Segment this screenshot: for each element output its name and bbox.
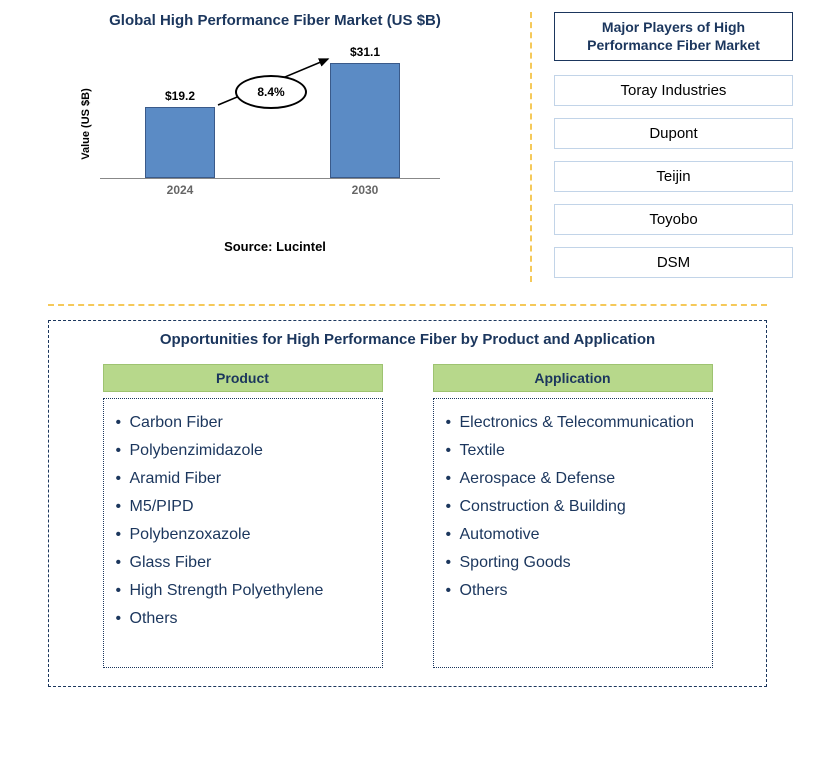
list-item: Aramid Fiber: [116, 465, 372, 493]
list-item: Construction & Building: [446, 493, 702, 521]
player-item: Dupont: [554, 118, 793, 149]
plot-area: 8.4% $19.22024$31.12030: [100, 49, 440, 179]
bar-value-label: $19.2: [145, 89, 215, 103]
product-column: Product Carbon FiberPolybenzimidazoleAra…: [103, 364, 383, 668]
x-tick-label: 2030: [330, 183, 400, 197]
players-panel: Major Players of High Performance Fiber …: [532, 0, 815, 300]
bar: [145, 107, 215, 178]
application-column: Application Electronics & Telecommunicat…: [433, 364, 713, 668]
bar-value-label: $31.1: [330, 45, 400, 59]
application-list: Electronics & TelecommunicationTextileAe…: [446, 409, 702, 605]
opportunities-title: Opportunities for High Performance Fiber…: [59, 331, 756, 348]
chart-section: Global High Performance Fiber Market (US…: [0, 0, 530, 300]
list-item: M5/PIPD: [116, 493, 372, 521]
application-list-box: Electronics & TelecommunicationTextileAe…: [433, 398, 713, 668]
list-item: Glass Fiber: [116, 549, 372, 577]
product-list: Carbon FiberPolybenzimidazoleAramid Fibe…: [116, 409, 372, 633]
horizontal-divider: [48, 304, 767, 306]
list-item: Carbon Fiber: [116, 409, 372, 437]
list-item: Automotive: [446, 521, 702, 549]
players-header: Major Players of High Performance Fiber …: [554, 12, 793, 61]
list-item: Aerospace & Defense: [446, 465, 702, 493]
growth-rate-badge: 8.4%: [235, 75, 307, 109]
list-item: Sporting Goods: [446, 549, 702, 577]
opportunities-box: Opportunities for High Performance Fiber…: [48, 320, 767, 687]
product-list-box: Carbon FiberPolybenzimidazoleAramid Fibe…: [103, 398, 383, 668]
top-row: Global High Performance Fiber Market (US…: [0, 0, 815, 300]
x-tick-label: 2024: [145, 183, 215, 197]
list-item: Textile: [446, 437, 702, 465]
list-item: Electronics & Telecommunication: [446, 409, 702, 437]
player-item: DSM: [554, 247, 793, 278]
list-item: Polybenzoxazole: [116, 521, 372, 549]
growth-rate-value: 8.4%: [257, 85, 284, 99]
chart-title: Global High Performance Fiber Market (US…: [30, 12, 520, 29]
bar-chart: Value (US $B) 8.4% $19.22024$31.12030: [80, 49, 460, 199]
player-item: Toray Industries: [554, 75, 793, 106]
application-header: Application: [433, 364, 713, 392]
list-item: High Strength Polyethylene: [116, 577, 372, 605]
opportunities-columns: Product Carbon FiberPolybenzimidazoleAra…: [59, 364, 756, 668]
player-item: Toyobo: [554, 204, 793, 235]
list-item: Polybenzimidazole: [116, 437, 372, 465]
list-item: Others: [446, 577, 702, 605]
player-item: Teijin: [554, 161, 793, 192]
players-list: Toray Industries Dupont Teijin Toyobo DSM: [554, 75, 793, 278]
y-axis-label: Value (US $B): [80, 88, 92, 160]
product-header: Product: [103, 364, 383, 392]
list-item: Others: [116, 605, 372, 633]
bar: [330, 63, 400, 179]
source-label: Source: Lucintel: [30, 239, 520, 254]
